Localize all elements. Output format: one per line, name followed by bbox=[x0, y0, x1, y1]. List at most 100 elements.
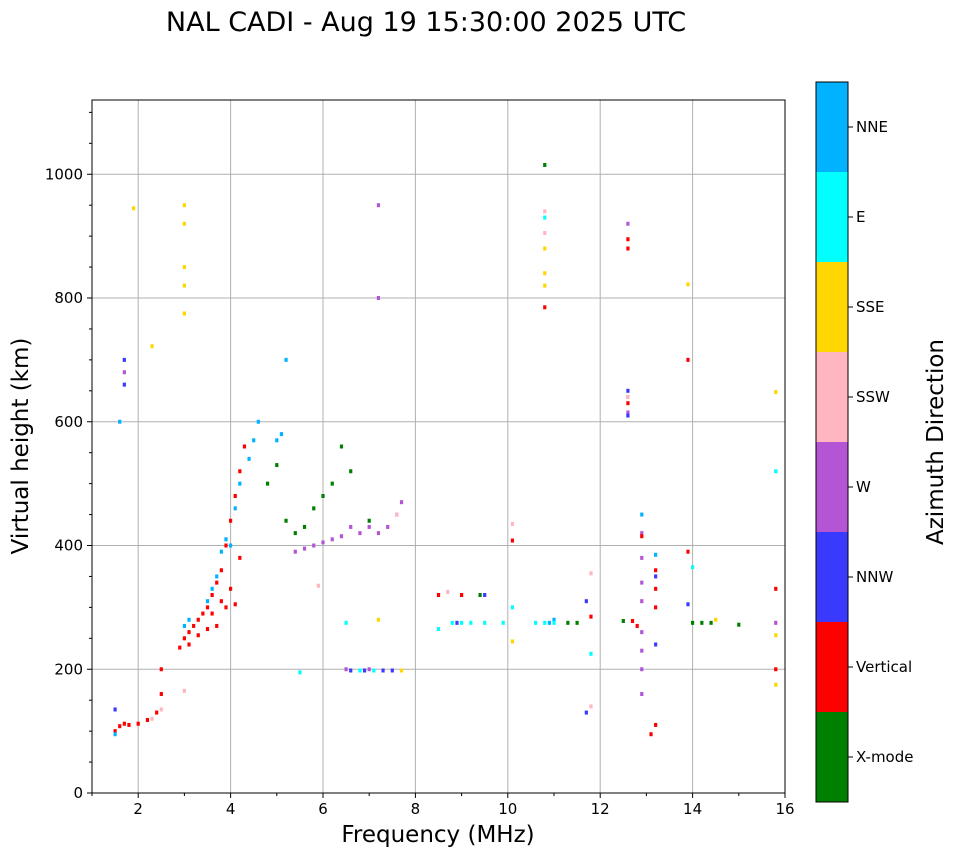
data-point bbox=[219, 549, 223, 554]
data-point bbox=[219, 599, 223, 604]
y-axis: 0 200 400 600 800 1000 bbox=[45, 111, 92, 802]
data-point bbox=[372, 668, 376, 673]
data-point bbox=[122, 721, 126, 726]
data-point bbox=[654, 722, 658, 727]
data-point bbox=[543, 215, 547, 220]
data-point bbox=[339, 534, 344, 539]
data-point bbox=[233, 494, 237, 498]
data-point bbox=[150, 716, 154, 721]
data-point bbox=[210, 593, 214, 597]
data-point bbox=[510, 639, 515, 644]
colorbar-tick-label: Vertical bbox=[856, 658, 912, 676]
data-point bbox=[265, 481, 270, 486]
data-point bbox=[233, 506, 237, 511]
y-tick-label: 800 bbox=[54, 289, 83, 307]
data-point bbox=[654, 574, 658, 579]
data-point bbox=[483, 593, 487, 597]
data-point bbox=[312, 506, 316, 511]
data-point bbox=[205, 599, 210, 604]
data-point bbox=[367, 518, 371, 523]
data-point bbox=[178, 645, 182, 650]
data-point bbox=[376, 617, 381, 622]
data-point bbox=[510, 605, 515, 610]
data-point bbox=[381, 668, 385, 673]
data-point bbox=[215, 580, 219, 585]
data-point bbox=[640, 648, 644, 653]
data-point bbox=[533, 620, 538, 625]
data-point bbox=[390, 668, 394, 673]
data-point bbox=[455, 620, 459, 625]
data-point bbox=[510, 538, 515, 543]
data-point bbox=[774, 390, 778, 395]
x-axis: 2 4 6 8 10 12 14 16 bbox=[91, 793, 795, 818]
data-point bbox=[192, 623, 196, 628]
data-point bbox=[113, 707, 117, 712]
data-point bbox=[640, 531, 644, 536]
data-point bbox=[367, 667, 371, 672]
data-point bbox=[626, 413, 630, 418]
data-point bbox=[312, 543, 316, 548]
data-point bbox=[131, 206, 136, 211]
grid-lines bbox=[92, 100, 786, 794]
data-point bbox=[159, 667, 163, 672]
data-point bbox=[182, 203, 186, 208]
data-point bbox=[122, 357, 126, 362]
data-point bbox=[210, 586, 214, 591]
data-point bbox=[714, 617, 718, 622]
data-point bbox=[182, 221, 186, 226]
data-point bbox=[635, 623, 639, 628]
data-point bbox=[136, 721, 140, 726]
colorbar-segment bbox=[816, 532, 848, 622]
data-point bbox=[626, 237, 630, 242]
data-point bbox=[654, 568, 658, 573]
data-point bbox=[118, 724, 122, 729]
data-point bbox=[774, 620, 778, 625]
data-point bbox=[640, 630, 644, 635]
data-point bbox=[543, 620, 547, 625]
data-point bbox=[640, 512, 644, 517]
data-point bbox=[640, 599, 644, 604]
data-point bbox=[349, 469, 353, 474]
plot-area bbox=[113, 162, 778, 737]
data-point bbox=[654, 586, 658, 591]
data-point bbox=[247, 456, 251, 461]
data-point bbox=[543, 283, 547, 288]
data-point bbox=[621, 618, 625, 623]
data-point bbox=[344, 620, 348, 625]
data-point bbox=[483, 620, 487, 625]
data-point bbox=[376, 531, 381, 536]
data-point bbox=[691, 565, 695, 570]
data-point bbox=[774, 469, 778, 474]
data-point bbox=[691, 620, 695, 625]
data-point bbox=[182, 688, 186, 693]
data-point bbox=[238, 469, 242, 474]
y-tick-label: 0 bbox=[73, 784, 83, 802]
data-point bbox=[182, 265, 186, 270]
y-tick-label: 400 bbox=[54, 537, 83, 555]
data-point bbox=[649, 732, 653, 737]
data-points bbox=[113, 162, 778, 737]
data-point bbox=[575, 620, 579, 625]
data-point bbox=[376, 296, 381, 300]
colorbar-segment bbox=[816, 442, 848, 532]
plot-frame bbox=[91, 99, 786, 794]
data-point bbox=[293, 549, 297, 554]
data-point bbox=[589, 704, 593, 709]
data-point bbox=[460, 593, 464, 597]
data-point bbox=[349, 524, 353, 529]
data-point bbox=[774, 667, 778, 672]
data-point bbox=[640, 534, 644, 539]
data-point bbox=[224, 537, 228, 542]
data-point bbox=[302, 546, 307, 551]
data-point bbox=[122, 382, 126, 387]
data-point bbox=[330, 481, 334, 486]
data-point bbox=[654, 605, 658, 610]
data-point bbox=[201, 611, 205, 616]
data-point bbox=[321, 494, 325, 498]
data-point bbox=[774, 586, 778, 591]
data-point bbox=[510, 521, 515, 526]
data-point bbox=[275, 463, 279, 468]
colorbar-tick-label: E bbox=[856, 208, 865, 226]
data-point bbox=[543, 271, 547, 276]
data-point bbox=[376, 203, 381, 208]
